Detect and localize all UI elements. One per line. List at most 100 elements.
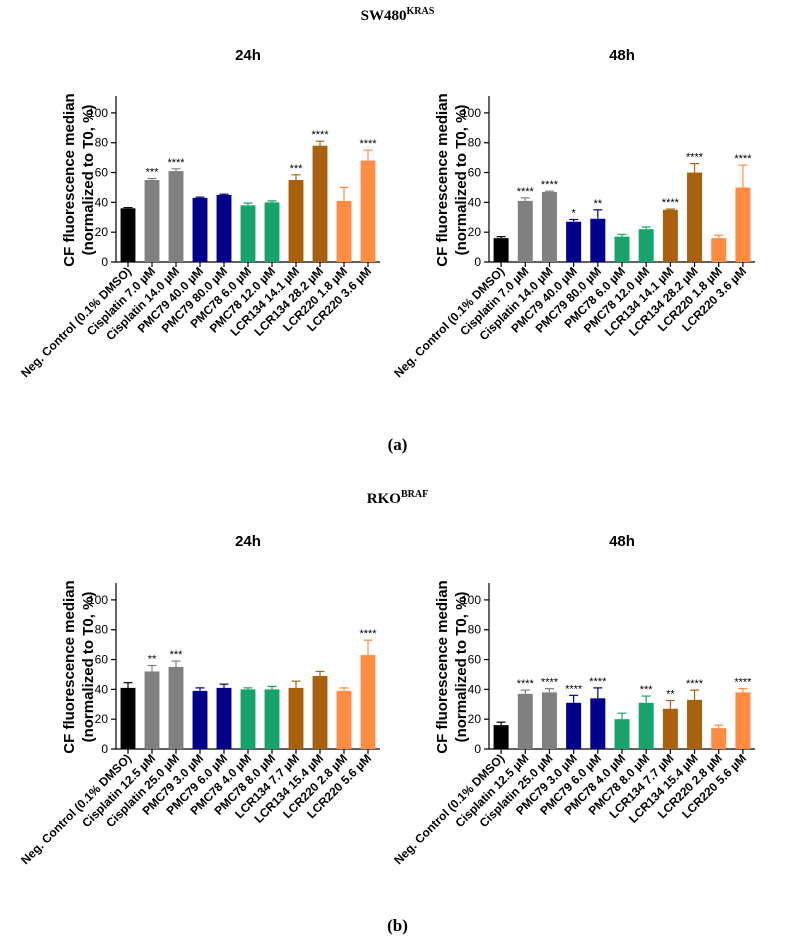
significance-label: **** — [686, 152, 704, 164]
significance-label: * — [571, 208, 576, 220]
bar — [517, 200, 533, 262]
y-axis-label-line: CF fluorescence median — [61, 580, 78, 753]
bar — [711, 238, 727, 262]
bar — [312, 675, 328, 749]
bar — [687, 699, 703, 749]
y-axis-label: CF fluorescence median (normalized to T0,… — [434, 93, 470, 266]
significance-label: **** — [517, 678, 535, 690]
bar — [566, 221, 582, 262]
y-axis-label: CF fluorescence median (normalized to T0,… — [61, 580, 97, 753]
bar — [360, 160, 376, 262]
bar — [662, 209, 678, 262]
bar — [192, 197, 208, 262]
chart-title: 24h — [235, 533, 261, 550]
bar — [662, 708, 678, 749]
bar — [144, 671, 160, 749]
significance-label: *** — [290, 163, 304, 175]
y-tick-label: 40 — [468, 195, 482, 209]
y-axis-label: CF fluorescence median (normalized to T0,… — [434, 580, 470, 753]
bar — [120, 687, 136, 749]
bar — [240, 205, 256, 262]
chart-title: 48h — [609, 533, 635, 550]
bar — [541, 692, 557, 749]
significance-label: *** — [640, 684, 654, 696]
bar — [168, 171, 184, 262]
bar — [264, 689, 280, 749]
bar — [614, 236, 630, 262]
significance-label: **** — [359, 138, 377, 150]
section-title-main: RKO — [366, 491, 401, 507]
significance-label: ** — [666, 689, 675, 701]
y-tick-label: 60 — [468, 653, 482, 667]
bar — [614, 719, 630, 749]
section-title-main: SW480 — [360, 8, 407, 24]
significance-label: ** — [148, 654, 157, 666]
y-tick-label: 40 — [468, 682, 482, 696]
y-tick-label: 100 — [88, 106, 108, 120]
bar — [590, 698, 606, 749]
y-axis-label-line: CF fluorescence median — [61, 93, 78, 266]
bar — [566, 702, 582, 749]
chart-title: 48h — [609, 47, 635, 64]
y-tick-label: 100 — [461, 106, 481, 120]
y-tick-label: 60 — [95, 166, 109, 180]
bar — [493, 238, 509, 262]
chart-panel: 48h CF fluorescence median (normalized to … — [391, 47, 755, 380]
y-tick-label: 20 — [95, 712, 109, 726]
section-title-sup: BRAF — [400, 489, 429, 500]
bar — [517, 693, 533, 749]
significance-label: **** — [565, 683, 583, 695]
significance-label: **** — [167, 157, 185, 169]
chart-title: 24h — [235, 47, 261, 64]
chart-panel: 48h CF fluorescence median (normalized to … — [391, 533, 755, 867]
bar — [735, 692, 751, 749]
bar — [590, 218, 606, 262]
y-axis-label-line: CF fluorescence median — [434, 93, 451, 266]
bar — [541, 191, 557, 262]
y-tick-label: 40 — [95, 682, 109, 696]
section-title-sup: KRAS — [406, 6, 435, 17]
y-axis-label-line: (normalized to T0, %) — [80, 592, 97, 743]
significance-label: **** — [311, 129, 329, 141]
y-tick-label: 60 — [468, 166, 482, 180]
y-tick-label: 100 — [88, 593, 108, 607]
bar — [687, 172, 703, 262]
bar — [638, 229, 654, 262]
significance-label: **** — [359, 628, 377, 640]
significance-label: ** — [594, 198, 603, 210]
significance-label: **** — [662, 197, 680, 209]
y-tick-label: 20 — [468, 225, 482, 239]
y-tick-label: 0 — [101, 742, 108, 756]
y-tick-label: 80 — [468, 136, 482, 150]
significance-label: **** — [589, 676, 607, 688]
y-axis-label-line: (normalized to T0, %) — [453, 105, 470, 256]
bar — [216, 687, 232, 749]
bar — [288, 180, 304, 262]
y-tick-label: 0 — [474, 255, 481, 269]
panel-label-b: (b) — [387, 916, 408, 935]
section-title-sw480: SW480KRAS — [0, 6, 795, 25]
bar — [336, 690, 352, 749]
y-tick-label: 100 — [461, 593, 481, 607]
y-axis-label-line: (normalized to T0, %) — [453, 592, 470, 743]
chart-panel: 24h CF fluorescence median (normalized to … — [18, 47, 380, 380]
y-axis-label-line: CF fluorescence median — [434, 580, 451, 753]
significance-label: *** — [170, 649, 184, 661]
bar — [168, 667, 184, 749]
significance-label: **** — [686, 678, 704, 690]
section-title-rko: RKOBRAF — [0, 489, 795, 508]
bar — [360, 655, 376, 749]
bar — [288, 687, 304, 749]
bar — [312, 145, 328, 262]
bar — [711, 728, 727, 749]
y-tick-label: 20 — [95, 225, 109, 239]
bar — [240, 689, 256, 749]
bar — [216, 194, 232, 262]
y-axis-label-line: (normalized to T0, %) — [80, 105, 97, 256]
bar — [192, 690, 208, 749]
bar — [493, 725, 509, 749]
y-tick-label: 20 — [468, 712, 482, 726]
y-axis-label: CF fluorescence median (normalized to T0,… — [61, 93, 97, 266]
significance-label: **** — [541, 677, 559, 689]
